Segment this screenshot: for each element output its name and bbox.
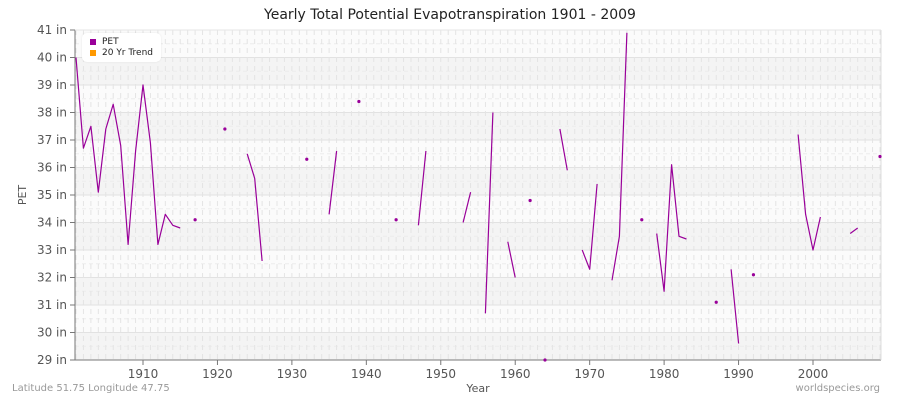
data-point (878, 154, 882, 159)
series-line-segment (656, 164, 687, 292)
x-tick-label: 1960 (500, 367, 531, 381)
legend-label: 20 Yr Trend (102, 47, 154, 58)
y-tick-label: 39 in (37, 78, 67, 92)
series-line-segment (730, 269, 740, 344)
x-tick-label: 1940 (351, 367, 382, 381)
legend-label: PET (102, 36, 119, 47)
x-tick-label: 1950 (426, 367, 457, 381)
data-point (543, 358, 547, 362)
data-point (640, 218, 644, 222)
data-point (223, 127, 227, 131)
series-line-segment (507, 241, 516, 278)
series-line-segment (484, 112, 494, 314)
y-tick-label: 37 in (37, 133, 67, 147)
data-point (305, 157, 309, 161)
trend-swatch-icon (90, 49, 96, 56)
x-tick-label: 2000 (798, 367, 829, 381)
data-point (528, 198, 532, 203)
y-tick-label: 33 in (37, 243, 67, 257)
x-tick-label: 1970 (574, 367, 605, 381)
series-line-segment (246, 153, 263, 262)
y-tick-label: 36 in (37, 161, 67, 175)
y-tick-label: 34 in (37, 216, 67, 230)
data-point (394, 218, 398, 222)
data-point (193, 218, 197, 222)
series-line-segment (611, 32, 628, 281)
legend: PET 20 Yr Trend (82, 33, 162, 62)
series-line-segment (581, 183, 598, 270)
x-axis-title: Year (465, 382, 490, 395)
series-line-segment (849, 227, 859, 234)
y-tick-label: 31 in (37, 298, 67, 312)
y-axis-title: PET (16, 185, 29, 206)
series-line-segment (417, 150, 427, 226)
y-tick-label: 29 in (37, 353, 67, 367)
x-tick-label: 1920 (202, 367, 233, 381)
chart-title: Yearly Total Potential Evapotranspiratio… (264, 7, 636, 23)
y-tick-label: 30 in (37, 326, 67, 340)
x-tick-label: 1980 (649, 367, 680, 381)
data-point (714, 300, 718, 304)
y-tick-label: 35 in (37, 188, 67, 202)
data-point (751, 273, 756, 277)
series-line-segment (797, 134, 821, 251)
data-point (357, 99, 361, 104)
x-tick-label: 1910 (128, 367, 159, 381)
x-tick-label: 1930 (277, 367, 308, 381)
legend-item-trend: 20 Yr Trend (90, 47, 153, 58)
y-tick-label: 32 in (37, 271, 67, 285)
location-label: Latitude 51.75 Longitude 47.75 (12, 383, 170, 394)
series-line-segment (462, 192, 472, 223)
y-tick-label: 40 in (37, 51, 67, 65)
pet-swatch-icon (90, 38, 96, 45)
source-link[interactable]: worldspecies.org (795, 383, 880, 394)
legend-item-pet: PET (90, 36, 153, 47)
y-tick-label: 38 in (37, 106, 67, 120)
pet-series (75, 32, 882, 362)
y-tick-label: 41 in (37, 23, 67, 37)
series-line-segment (559, 128, 568, 171)
series-line-segment (75, 57, 181, 246)
x-tick-label: 1990 (723, 367, 754, 381)
series-line-segment (328, 150, 338, 215)
axes: 29 in 30 in 31 in 32 in 33 in 34 in 35 in 36 in… (37, 23, 882, 381)
